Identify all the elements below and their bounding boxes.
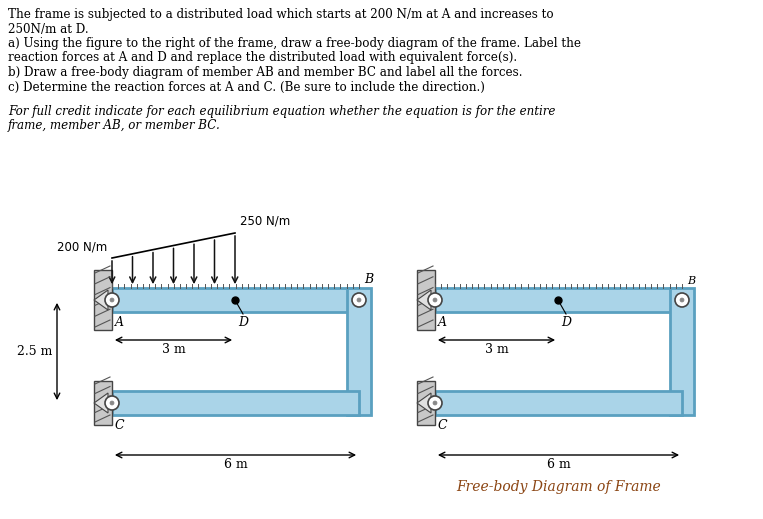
FancyBboxPatch shape <box>112 391 359 415</box>
Text: D: D <box>561 316 571 329</box>
Text: Free-body Diagram of Frame: Free-body Diagram of Frame <box>456 480 661 494</box>
Text: a) Using the figure to the right of the frame, draw a free-body diagram of the f: a) Using the figure to the right of the … <box>8 37 581 50</box>
Text: 200 N/m: 200 N/m <box>56 240 107 253</box>
Text: 2.5 m: 2.5 m <box>17 345 52 358</box>
Text: C: C <box>115 419 124 432</box>
Circle shape <box>428 396 442 410</box>
Circle shape <box>105 293 119 307</box>
Circle shape <box>105 396 119 410</box>
Text: reaction forces at A and D and replace the distributed load with equivalent forc: reaction forces at A and D and replace t… <box>8 51 517 64</box>
Polygon shape <box>94 393 108 413</box>
Circle shape <box>110 298 114 302</box>
Polygon shape <box>94 270 112 330</box>
Text: c) Determine the reaction forces at A and C. (Be sure to include the direction.): c) Determine the reaction forces at A an… <box>8 80 485 93</box>
Text: D: D <box>238 316 248 329</box>
FancyBboxPatch shape <box>435 391 682 415</box>
FancyBboxPatch shape <box>112 288 359 312</box>
Polygon shape <box>94 381 112 425</box>
Text: 3 m: 3 m <box>485 343 508 356</box>
FancyBboxPatch shape <box>670 288 694 415</box>
FancyBboxPatch shape <box>347 288 371 415</box>
Text: C: C <box>438 419 448 432</box>
Text: For full credit indicate for each equilibrium equation whether the equation is f: For full credit indicate for each equili… <box>8 105 555 118</box>
Text: 250N/m at D.: 250N/m at D. <box>8 22 89 35</box>
Text: B: B <box>364 273 373 286</box>
Circle shape <box>110 401 114 405</box>
Polygon shape <box>417 381 435 425</box>
Circle shape <box>433 298 437 302</box>
Polygon shape <box>417 290 431 310</box>
Circle shape <box>680 298 684 302</box>
Text: 3 m: 3 m <box>162 343 185 356</box>
Text: b) Draw a free-body diagram of member AB and member BC and label all the forces.: b) Draw a free-body diagram of member AB… <box>8 66 523 79</box>
Circle shape <box>675 293 689 307</box>
Text: 250 N/m: 250 N/m <box>240 215 290 228</box>
Circle shape <box>352 293 366 307</box>
Text: 6 m: 6 m <box>224 458 247 471</box>
Circle shape <box>433 401 437 405</box>
Text: 6 m: 6 m <box>546 458 571 471</box>
Text: frame, member AB, or member BC.: frame, member AB, or member BC. <box>8 119 221 132</box>
FancyBboxPatch shape <box>435 288 682 312</box>
Polygon shape <box>94 290 108 310</box>
Text: B: B <box>687 276 695 286</box>
Polygon shape <box>417 270 435 330</box>
Circle shape <box>357 298 361 302</box>
Text: A: A <box>438 316 447 329</box>
Circle shape <box>428 293 442 307</box>
Text: A: A <box>115 316 124 329</box>
Polygon shape <box>417 393 431 413</box>
Text: The frame is subjected to a distributed load which starts at 200 N/m at A and in: The frame is subjected to a distributed … <box>8 8 554 21</box>
